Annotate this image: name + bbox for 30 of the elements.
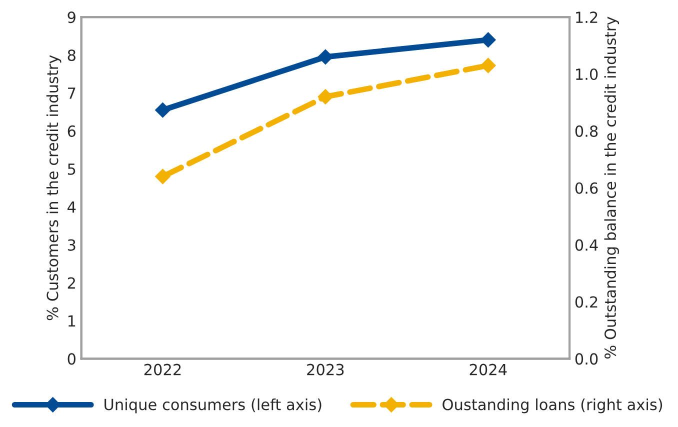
y-tick-label: 1 — [68, 315, 76, 327]
y-tick-label: 4 — [68, 202, 76, 213]
y-axis-title: % Customers in the credit industry — [46, 55, 62, 320]
y-tick-label: 2 — [68, 277, 75, 289]
point — [155, 168, 170, 184]
point — [480, 32, 496, 48]
legend-label: Unique consumers (left axis) — [104, 398, 322, 414]
y2-axis-title: % Outstanding balance in the credit industry — [604, 16, 620, 359]
point — [318, 49, 334, 65]
y2-tick-label: 1.2 — [576, 12, 598, 23]
y2-tick-label: 0.2 — [575, 296, 598, 308]
y-tick-label: 8 — [68, 50, 76, 62]
y-tick-label: 0 — [68, 353, 76, 365]
y-tick-label: 9 — [68, 12, 76, 24]
y-tick-label: 3 — [68, 239, 76, 251]
x-tick-label: 2023 — [307, 364, 344, 376]
x-tick-label: 2024 — [470, 364, 507, 376]
point — [155, 102, 170, 118]
x-tick-label: 2022 — [144, 364, 181, 376]
y2-tick-label: 1.0 — [576, 68, 598, 80]
y-tick-label: 5 — [68, 164, 76, 175]
legend-label: Oustanding loans (right axis) — [442, 398, 662, 414]
y2-tick-label: 0.6 — [575, 182, 598, 194]
y-tick-label: 7 — [68, 88, 76, 99]
point — [318, 89, 334, 104]
y2-tick-label: 0.0 — [575, 353, 598, 365]
y2-tick-label: 0.8 — [575, 125, 598, 137]
y-tick-label: 6 — [68, 125, 76, 137]
point — [480, 58, 496, 74]
y2-tick-label: 0.4 — [575, 239, 598, 251]
